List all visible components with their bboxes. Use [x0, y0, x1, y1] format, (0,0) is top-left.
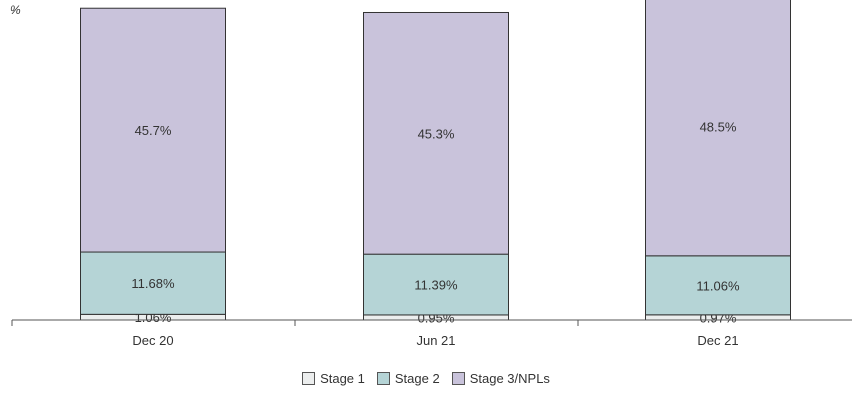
x-tick-label-dec-21: Dec 21	[697, 333, 738, 348]
legend-label-stage-3-npls: Stage 3/NPLs	[469, 370, 550, 386]
bar-stage-2-jun-21	[363, 253, 509, 316]
bar-stage-3-npls-dec-20	[80, 7, 226, 253]
legend-swatch-stage-2	[376, 371, 390, 385]
y-unit-label: %	[10, 3, 21, 17]
data-label-stage-3-npls-dec-20: 45.7%	[135, 123, 172, 138]
x-tick-label-jun-21: Jun 21	[416, 333, 455, 348]
legend-item-stage-1: Stage 1	[302, 371, 365, 386]
bar-stage-2-dec-21	[645, 255, 791, 316]
legend-swatch-stage-3-npls	[451, 371, 465, 385]
x-tick-label-dec-20: Dec 20	[132, 333, 173, 348]
bars-layer: 1.06%11.68%45.7%0.95%11.39%45.3%0.97%11.…	[80, 0, 791, 325]
legend-item-stage-2: Stage 2	[376, 370, 440, 386]
x-axis: Dec 20 Jun 21 Dec 21	[11, 319, 852, 348]
legend-label-stage-1: Stage 1	[320, 370, 365, 386]
data-label-stage-3-npls-jun-21: 45.3%	[418, 126, 455, 141]
bar-stage-3-npls-dec-21	[645, 0, 791, 257]
data-label-stage-2-jun-21: 11.39%	[414, 278, 458, 293]
legend-swatch-stage-1	[302, 371, 316, 385]
legend-item-stage-3-npls: Stage 3/NPLs	[451, 370, 550, 386]
legend-label-stage-2: Stage 2	[394, 370, 440, 386]
data-label-stage-2-dec-20: 11.68%	[131, 276, 175, 291]
bar-stage-2-dec-20	[80, 251, 226, 315]
bar-stage-3-npls-jun-21	[363, 11, 509, 255]
data-label-stage-3-npls-dec-21: 48.5%	[700, 119, 737, 134]
data-label-stage-2-dec-21: 11.06%	[696, 278, 740, 293]
legend: Stage 1 Stage 2 Stage 3/NPLs	[0, 368, 852, 388]
